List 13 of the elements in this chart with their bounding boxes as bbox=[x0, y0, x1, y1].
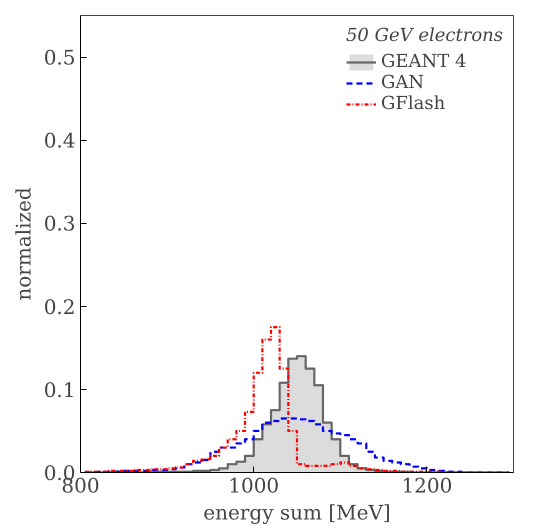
legend-label: GAN bbox=[380, 72, 424, 93]
x-tick-label: 1000 bbox=[228, 474, 280, 498]
y-tick-label: 0.2 bbox=[44, 294, 76, 319]
y-tick-label: 0.4 bbox=[44, 128, 76, 153]
y-tick-label: 0.3 bbox=[44, 212, 76, 236]
legend-label: GFlash bbox=[380, 93, 446, 114]
y-tick-label: 0.5 bbox=[44, 46, 76, 70]
x-tick-label: 1200 bbox=[401, 474, 452, 498]
legend-title: 50 GeV electrons bbox=[346, 25, 503, 46]
y-axis-title: normalized bbox=[12, 187, 36, 301]
x-axis-title: energy sum [MeV] bbox=[203, 500, 391, 524]
y-tick-label: 0.1 bbox=[44, 378, 76, 402]
legend-label: GEANT 4 bbox=[380, 51, 466, 72]
